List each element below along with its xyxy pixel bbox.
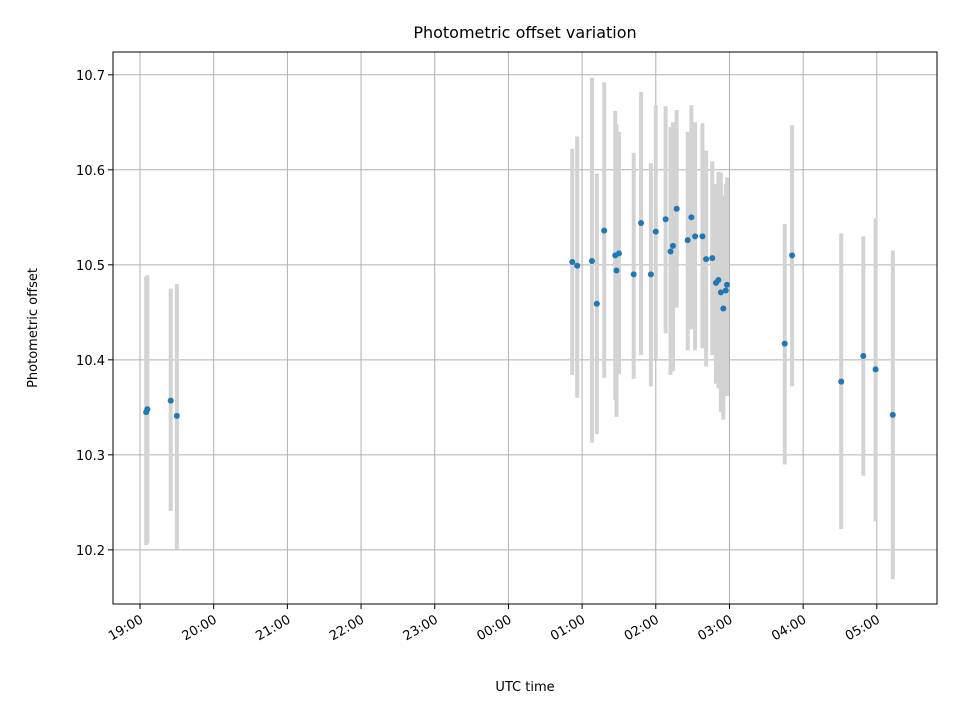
data-point xyxy=(601,227,608,234)
data-point xyxy=(673,205,680,212)
data-point xyxy=(662,216,669,223)
data-point xyxy=(684,237,691,244)
data-point xyxy=(173,412,180,419)
data-point xyxy=(167,397,174,404)
y-axis-label: Photometric offset xyxy=(26,268,41,388)
data-point xyxy=(688,214,695,221)
y-tick-label: 10.6 xyxy=(76,164,105,179)
data-point xyxy=(699,233,706,240)
chart-title: Photometric offset variation xyxy=(413,23,636,42)
data-point xyxy=(789,252,796,259)
data-point xyxy=(593,300,600,307)
x-axis-label: UTC time xyxy=(495,680,554,695)
data-point xyxy=(669,242,676,249)
data-point xyxy=(652,228,659,235)
point-layer xyxy=(143,205,896,419)
y-tick-label: 10.5 xyxy=(76,259,105,274)
x-tick-label: 20:00 xyxy=(180,612,220,644)
x-tick-label: 00:00 xyxy=(474,612,514,644)
x-tick-label: 19:00 xyxy=(106,612,146,644)
data-point xyxy=(630,271,637,278)
data-point xyxy=(889,411,896,418)
x-tick-label: 23:00 xyxy=(401,612,441,644)
tick-layer: 19:00 20:00 21:00 22:00 23:00 00:00 01:00 02:00… xyxy=(76,69,883,644)
plot-frame xyxy=(112,51,938,605)
data-point xyxy=(722,287,729,294)
data-point xyxy=(717,289,724,296)
data-point xyxy=(613,267,620,274)
data-point xyxy=(781,340,788,347)
y-tick-label: 10.7 xyxy=(76,69,105,84)
data-point xyxy=(709,255,716,262)
data-point xyxy=(872,366,879,373)
data-point xyxy=(588,258,595,265)
data-point xyxy=(720,305,727,312)
x-tick-label: 05:00 xyxy=(843,612,883,644)
errorbar-layer xyxy=(144,77,895,580)
data-point xyxy=(667,248,674,255)
x-tick-label: 04:00 xyxy=(769,612,809,644)
x-tick-label: 01:00 xyxy=(548,612,588,644)
data-point xyxy=(724,281,731,288)
data-point xyxy=(692,233,699,240)
data-point xyxy=(574,262,581,269)
y-tick-label: 10.4 xyxy=(76,354,105,369)
y-tick-label: 10.3 xyxy=(76,449,105,464)
x-tick-label: 02:00 xyxy=(622,612,662,644)
data-point xyxy=(569,258,576,265)
data-point xyxy=(838,378,845,385)
data-point xyxy=(638,220,645,227)
data-point xyxy=(860,353,867,360)
data-point xyxy=(144,406,151,413)
data-point xyxy=(703,256,710,263)
y-tick-label: 10.2 xyxy=(76,544,105,559)
data-point xyxy=(647,271,654,278)
x-tick-label: 21:00 xyxy=(253,612,293,644)
data-point xyxy=(615,250,622,257)
x-tick-label: 22:00 xyxy=(327,612,367,644)
data-point xyxy=(715,277,722,284)
grid-layer xyxy=(113,52,937,604)
x-tick-label: 03:00 xyxy=(696,612,736,644)
